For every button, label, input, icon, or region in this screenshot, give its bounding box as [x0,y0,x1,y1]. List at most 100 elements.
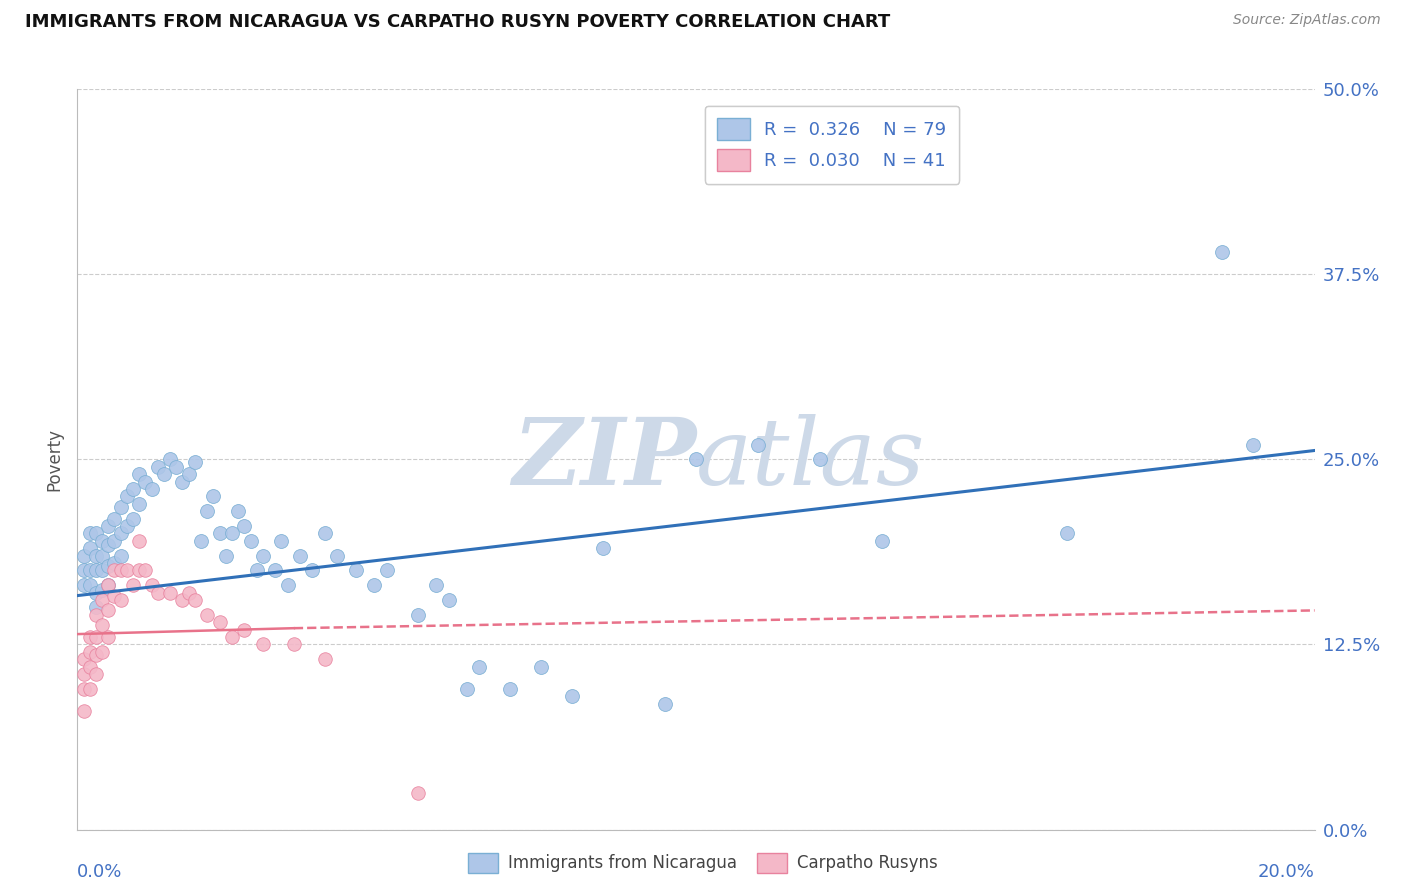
Point [685,452,707,467]
Point [184,455,207,469]
Point [84,564,107,578]
Point [406,786,429,799]
Point [301,564,323,578]
Point [72,578,94,592]
Point [84,526,107,541]
Point [215,549,238,563]
Point [592,541,614,556]
Point [110,564,132,578]
Point [79,541,101,556]
Point [72,681,94,696]
Point [202,489,225,503]
Point [456,681,478,696]
Point [246,564,269,578]
Point [808,452,831,467]
Point [172,475,194,489]
Point [97,578,120,592]
Text: 20.0%: 20.0% [1258,863,1315,881]
Point [252,549,274,563]
Point [233,623,256,637]
Point [172,593,194,607]
Point [97,630,120,644]
Point [406,607,429,622]
Point [468,659,491,673]
Point [270,533,292,548]
Point [91,549,114,563]
Point [314,526,336,541]
Point [1241,437,1264,451]
Point [103,533,125,548]
Text: IMMIGRANTS FROM NICARAGUA VS CARPATHO RUSYN POVERTY CORRELATION CHART: IMMIGRANTS FROM NICARAGUA VS CARPATHO RU… [25,13,890,31]
Point [72,549,94,563]
Point [128,497,150,511]
Point [165,459,187,474]
Point [344,564,367,578]
Point [122,482,145,496]
Point [128,533,150,548]
Point [103,556,125,570]
Point [195,607,218,622]
Point [122,511,145,525]
Point [84,600,107,615]
Point [72,564,94,578]
Point [84,549,107,563]
Point [72,667,94,681]
Point [91,645,114,659]
Point [184,593,207,607]
Y-axis label: Poverty: Poverty [45,428,63,491]
Point [326,549,349,563]
Point [84,630,107,644]
Point [177,467,200,482]
Point [190,533,212,548]
Point [1211,245,1233,260]
Point [146,585,169,599]
Point [654,697,676,711]
Point [79,659,101,673]
Point [110,500,132,514]
Point [84,585,107,599]
Point [561,690,583,704]
Point [79,564,101,578]
Point [103,511,125,525]
Point [208,615,231,630]
Point [1056,526,1078,541]
Point [84,667,107,681]
Point [159,585,181,599]
Point [252,637,274,651]
Point [110,526,132,541]
Point [79,681,101,696]
Point [115,564,138,578]
Point [159,452,181,467]
Point [221,526,243,541]
Point [110,593,132,607]
Point [221,630,243,644]
Text: atlas: atlas [696,415,925,504]
Point [103,564,125,578]
Point [115,489,138,503]
Point [283,637,305,651]
Point [91,564,114,578]
Point [91,533,114,548]
Text: 0.0%: 0.0% [77,863,122,881]
Legend: Immigrants from Nicaragua, Carpatho Rusyns: Immigrants from Nicaragua, Carpatho Rusy… [461,847,945,880]
Point [363,578,385,592]
Point [97,538,120,552]
Point [141,578,163,592]
Point [79,526,101,541]
Point [288,549,311,563]
Point [437,593,460,607]
Point [91,593,114,607]
Point [103,589,125,603]
Point [177,585,200,599]
Point [79,578,101,592]
Point [153,467,176,482]
Point [314,652,336,666]
Point [97,603,120,617]
Point [530,659,553,673]
Point [72,704,94,718]
Point [195,504,218,518]
Point [134,475,156,489]
Point [110,549,132,563]
Point [128,564,150,578]
Text: Source: ZipAtlas.com: Source: ZipAtlas.com [1233,13,1381,28]
